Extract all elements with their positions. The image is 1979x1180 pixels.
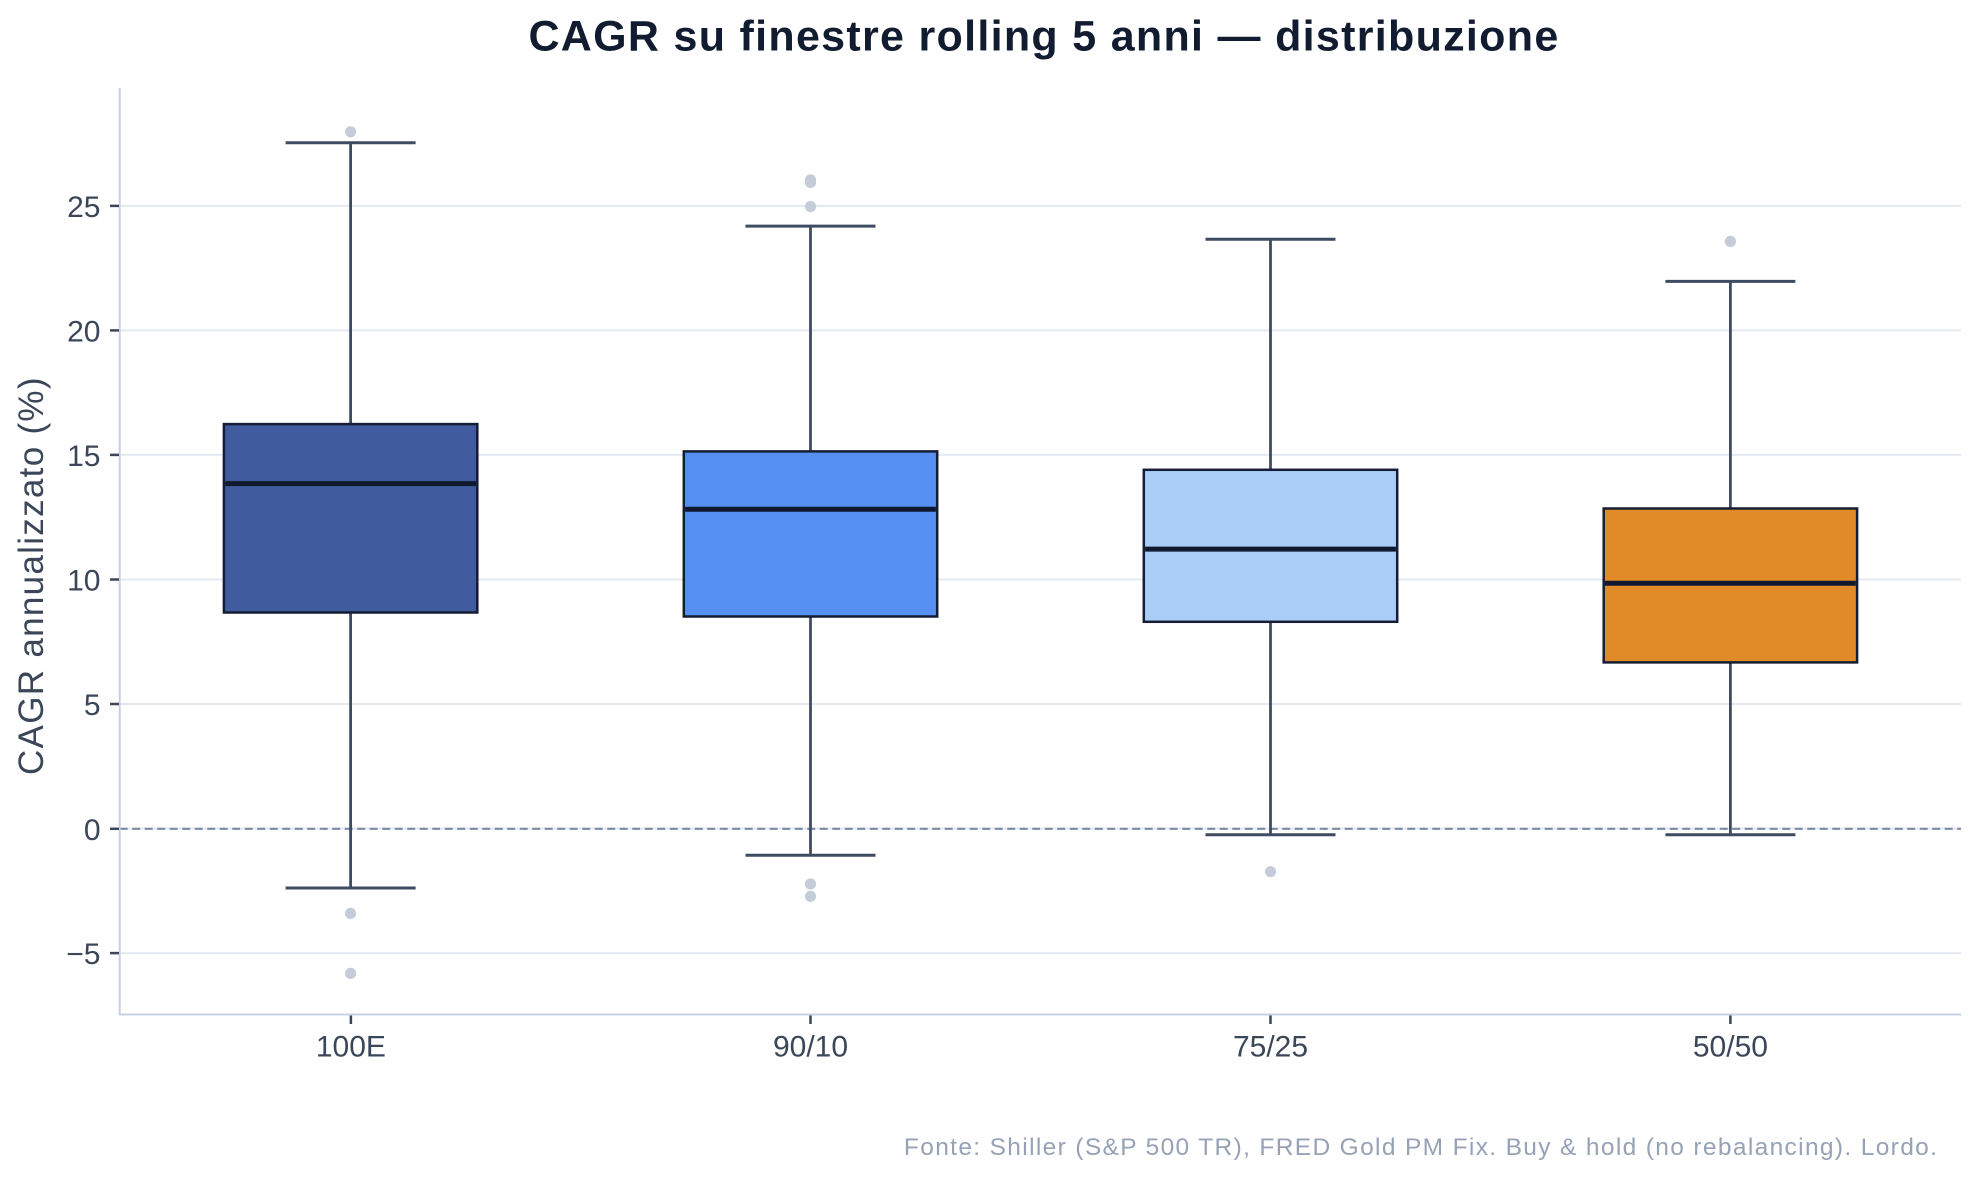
- svg-text:−5: −5: [66, 938, 100, 971]
- svg-text:20: 20: [67, 316, 100, 349]
- svg-text:CAGR su finestre rolling 5 ann: CAGR su finestre rolling 5 anni — distri…: [528, 13, 1559, 61]
- svg-text:CAGR annualizzato (%): CAGR annualizzato (%): [12, 376, 51, 775]
- svg-text:Fonte: Shiller (S&P 500 TR), F: Fonte: Shiller (S&P 500 TR), FRED Gold P…: [904, 1134, 1938, 1161]
- svg-text:90/10: 90/10: [773, 1031, 848, 1064]
- svg-text:0: 0: [84, 814, 101, 847]
- svg-text:10: 10: [67, 565, 100, 598]
- svg-text:100E: 100E: [316, 1031, 386, 1064]
- svg-text:75/25: 75/25: [1233, 1031, 1308, 1064]
- svg-text:25: 25: [67, 191, 100, 224]
- svg-text:15: 15: [67, 440, 100, 473]
- svg-text:50/50: 50/50: [1693, 1031, 1768, 1064]
- svg-text:5: 5: [84, 689, 101, 722]
